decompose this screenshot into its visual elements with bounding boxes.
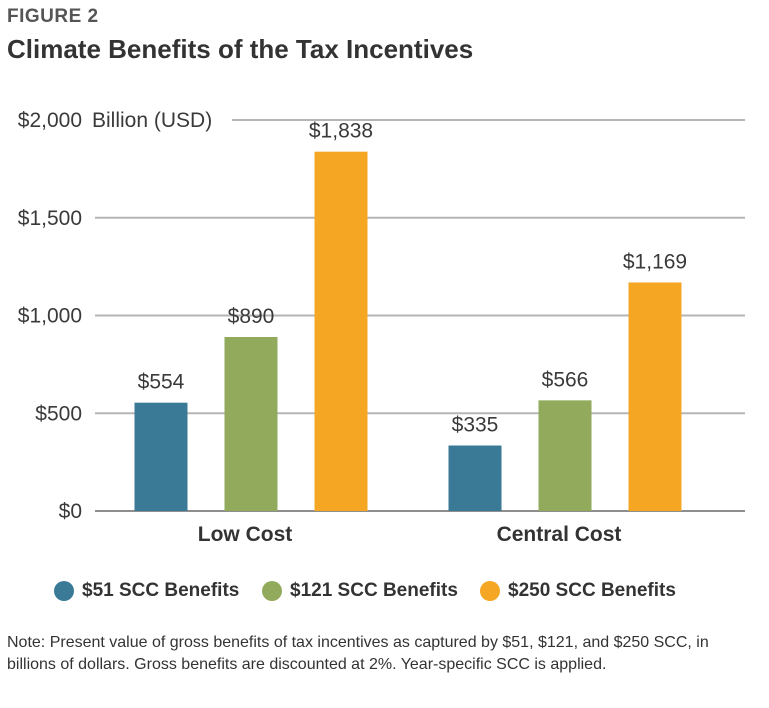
chart-note: Note: Present value of gross benefits of… (7, 634, 709, 673)
bar-value-label: $554 (138, 371, 185, 394)
bar (134, 402, 188, 511)
bar-chart: $0 $500 $1,000 $1,500 $2,000 Billion (USD) $55… (18, 109, 745, 546)
bar-value-label: $890 (228, 305, 275, 328)
legend-swatch-121 (262, 581, 282, 601)
legend-label-121: $121 SCC Benefits (290, 580, 458, 601)
chart-legend: $51 SCC Benefits $121 SCC Benefits $250 … (0, 580, 769, 606)
bar-value-label: $335 (452, 414, 499, 437)
legend-item-51: $51 SCC Benefits (54, 580, 239, 602)
bar (314, 151, 368, 511)
figure-label: FIGURE 2 (7, 6, 99, 27)
legend-swatch-250 (480, 581, 500, 601)
y-tick-label: $0 (59, 500, 82, 523)
y-tick-label: $500 (35, 402, 82, 425)
y-axis-unit-label: Billion (USD) (92, 109, 212, 132)
bar (538, 400, 592, 511)
legend-item-121: $121 SCC Benefits (262, 580, 458, 602)
bar (224, 337, 278, 511)
bar-value-label: $1,169 (623, 250, 687, 273)
y-tick-label: $1,000 (18, 305, 82, 328)
legend-swatch-51 (54, 581, 74, 601)
y-tick-label: $1,500 (18, 207, 82, 230)
legend-label-51: $51 SCC Benefits (82, 580, 240, 601)
bar-value-label: $566 (542, 368, 589, 391)
bar (448, 445, 502, 511)
y-tick-label: $2,000 (18, 109, 82, 132)
bar (628, 282, 682, 511)
legend-label-250: $250 SCC Benefits (508, 580, 676, 601)
chart-title: Climate Benefits of the Tax Incentives (7, 34, 474, 64)
x-category-label: Low Cost (198, 523, 293, 546)
legend-item-250: $250 SCC Benefits (480, 580, 676, 602)
bar-value-label: $1,838 (309, 120, 373, 143)
x-category-label: Central Cost (497, 523, 622, 546)
